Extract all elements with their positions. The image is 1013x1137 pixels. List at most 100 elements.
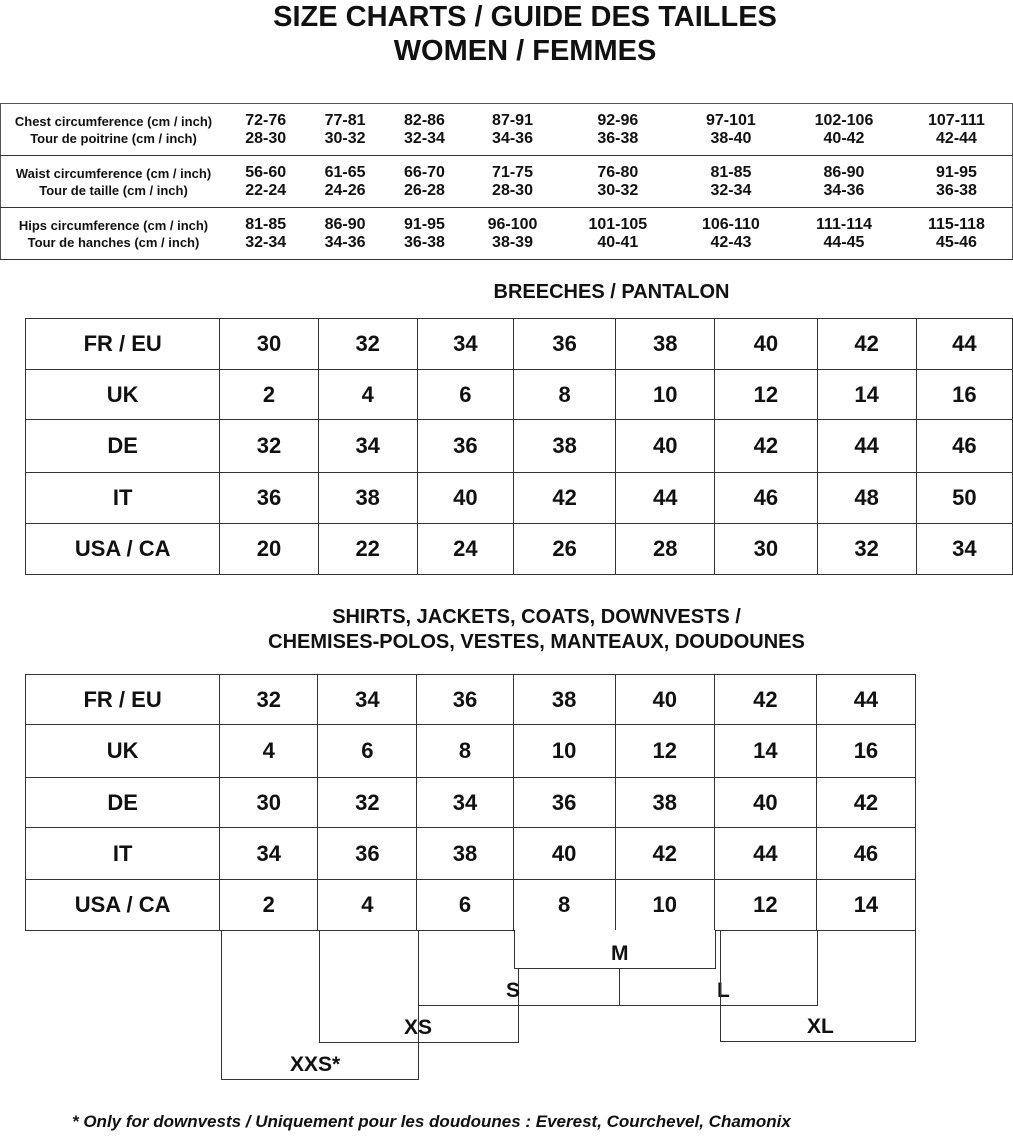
measurement-cell: 87-91 34-36: [464, 103, 561, 156]
inch-value: 36-38: [404, 233, 445, 251]
size-cell: 10: [615, 369, 716, 420]
size-cell: 32: [317, 318, 418, 370]
measurement-cell: 82-86 32-34: [384, 103, 465, 156]
cm-value: 96-100: [487, 215, 538, 233]
inch-value: 32-34: [245, 233, 287, 251]
label-en: Waist circumference (cm / inch): [15, 165, 212, 181]
measurement-cell: 72-76 28-30: [226, 103, 306, 156]
size-cell: 22: [317, 523, 418, 575]
cm-value: 76-80: [597, 163, 639, 181]
size-cell: 46: [714, 472, 818, 524]
size-cell: 4: [317, 879, 418, 931]
size-cell: 34: [915, 523, 1013, 575]
size-cell: 6: [416, 879, 514, 931]
shirts-table: FR / EU 32 34 36 38 40 42 44 UK 4 6 8 10 12 14 16 DE 30 32…: [24, 674, 917, 931]
size-row: DE 30 32 34 36 38 40 42: [24, 777, 917, 828]
cm-value: 102-106: [814, 111, 874, 129]
size-bracket-xl: XL: [720, 930, 916, 1042]
size-cell: 8: [512, 879, 616, 931]
measurements-table: Chest circumference (cm / inch) Tour de p…: [0, 103, 1013, 260]
size-cell: 12: [614, 724, 715, 778]
measurement-cell: 115-118 45-46: [900, 207, 1013, 260]
size-cell: 34: [317, 674, 418, 725]
inch-value: 22-24: [245, 181, 287, 199]
page-title: SIZE CHARTS / GUIDE DES TAILLES: [273, 1, 777, 33]
size-cell: 12: [713, 879, 817, 931]
inch-value: 34-36: [492, 129, 533, 147]
cm-value: 101-105: [588, 215, 648, 233]
country-label: DE: [24, 777, 221, 828]
size-row: UK 2 4 6 8 10 12 14 16: [24, 369, 1013, 420]
size-cell: 34: [219, 827, 319, 880]
inch-value: 28-30: [245, 129, 287, 147]
cm-value: 71-75: [492, 163, 533, 181]
divider: [619, 968, 620, 1006]
size-cell: 4: [317, 369, 418, 420]
size-row: USA / CA 20 22 24 26 28 30 32 34: [24, 523, 1013, 575]
size-cell: 40: [614, 674, 715, 725]
inch-value: 36-38: [936, 181, 977, 199]
measurement-row: Chest circumference (cm / inch) Tour de p…: [0, 103, 1013, 156]
size-cell: 38: [512, 674, 616, 725]
size-row: IT 34 36 38 40 42 44 46: [24, 827, 917, 880]
size-row: FR / EU 32 34 36 38 40 42 44: [24, 674, 917, 725]
measurement-cell: 92-96 36-38: [560, 103, 675, 156]
cm-value: 91-95: [404, 215, 445, 233]
cm-value: 82-86: [404, 111, 445, 129]
size-cell: 24: [416, 523, 515, 575]
size-label-xxs: XXS*: [290, 1053, 341, 1076]
size-cell: 42: [714, 419, 818, 473]
size-cell: 12: [714, 369, 818, 420]
measurement-cell: 66-70 26-28: [384, 155, 465, 208]
breeches-title: BREECHES / PANTALON: [493, 281, 730, 303]
size-cell: 34: [416, 777, 514, 828]
size-cell: 8: [512, 369, 617, 420]
size-cell: 32: [317, 777, 418, 828]
size-row: FR / EU 30 32 34 36 38 40 42 44: [24, 318, 1013, 370]
size-cell: 42: [512, 472, 617, 524]
size-cell: 38: [512, 419, 617, 473]
size-cell: 50: [915, 472, 1013, 524]
inch-value: 38-39: [492, 233, 533, 251]
size-cell: 30: [219, 318, 319, 370]
cm-value: 86-90: [823, 163, 865, 181]
size-cell: 10: [512, 724, 616, 778]
label-en: Hips circumference (cm / inch): [18, 217, 209, 233]
cm-value: 106-110: [701, 215, 760, 233]
cm-value: 107-111: [928, 111, 985, 129]
country-label: UK: [24, 369, 221, 420]
size-bracket-m: M: [514, 930, 716, 969]
size-cell: 32: [219, 674, 319, 725]
cm-value: 86-90: [324, 215, 366, 233]
page-subtitle: WOMEN / FEMMES: [393, 35, 657, 67]
size-label-s: S: [506, 979, 521, 1002]
measurement-cell: 107-111 42-44: [900, 103, 1013, 156]
size-cell: 46: [915, 419, 1013, 473]
size-row: UK 4 6 8 10 12 14 16: [24, 724, 917, 778]
measurement-cell: 76-80 30-32: [560, 155, 675, 208]
measurement-cell: 86-90 34-36: [305, 207, 385, 260]
cm-value: 87-91: [492, 111, 533, 129]
size-cell: 28: [615, 523, 716, 575]
measurement-label: Hips circumference (cm / inch) Tour de ha…: [0, 207, 226, 260]
size-cell: 16: [915, 369, 1013, 420]
inch-value: 32-34: [710, 181, 752, 199]
size-cell: 40: [713, 777, 817, 828]
size-cell: 34: [317, 419, 418, 473]
size-row: DE 32 34 36 38 40 42 44 46: [24, 419, 1013, 473]
country-label: USA / CA: [24, 879, 221, 931]
size-cell: 44: [816, 419, 917, 473]
inch-value: 42-43: [710, 233, 752, 251]
size-cell: 44: [615, 472, 716, 524]
size-cell: 8: [416, 724, 514, 778]
cm-value: 56-60: [245, 163, 287, 181]
measurement-cell: 61-65 24-26: [305, 155, 385, 208]
size-cell: 6: [317, 724, 418, 778]
inch-value: 38-40: [710, 129, 752, 147]
size-row: IT 36 38 40 42 44 46 48 50: [24, 472, 1013, 524]
size-cell: 36: [512, 318, 617, 370]
country-label: IT: [24, 827, 221, 880]
size-cell: 48: [816, 472, 917, 524]
size-cell: 10: [614, 879, 715, 931]
measurement-cell: 96-100 38-39: [464, 207, 561, 260]
